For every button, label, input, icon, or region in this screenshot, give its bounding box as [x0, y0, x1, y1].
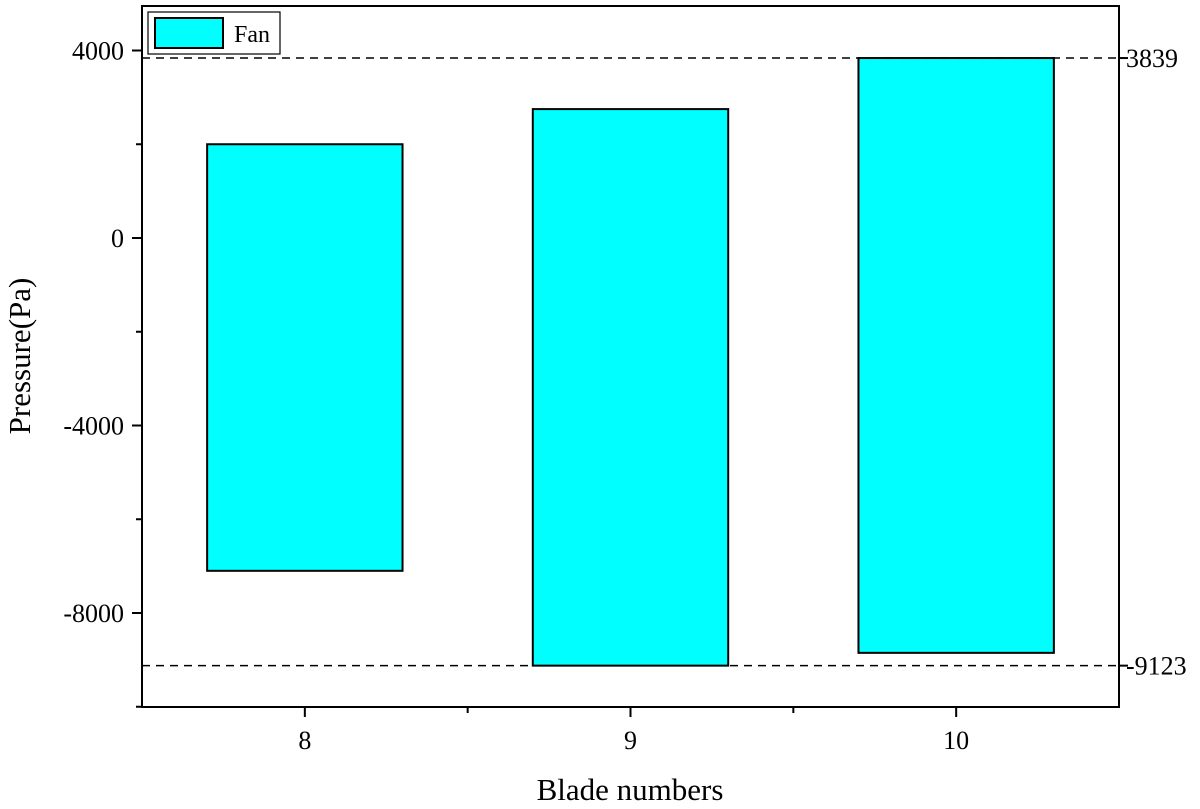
- legend: Fan: [147, 11, 281, 55]
- y-tick-label-3: -8000: [63, 599, 124, 628]
- y-axis-ticks: 4000 0 -4000 -8000: [63, 37, 142, 708]
- x-tick-label-8: 8: [298, 726, 311, 755]
- x-tick-label-10: 10: [943, 726, 969, 755]
- y-tick-label-1: 0: [111, 224, 124, 253]
- legend-swatch: [154, 17, 224, 49]
- x-axis-ticks: 8 9 10: [298, 707, 969, 755]
- reference-label-0: 3839: [1126, 44, 1178, 73]
- y-tick-label-2: -4000: [63, 412, 124, 441]
- x-axis-label: Blade numbers: [537, 772, 724, 807]
- y-tick-label-0: 4000: [72, 37, 124, 66]
- bar-10: [857, 57, 1055, 654]
- bar-9: [531, 108, 730, 667]
- y-axis-label: Pressure(Pa): [2, 278, 37, 435]
- legend-label-fan: Fan: [234, 22, 270, 48]
- bar-8: [206, 143, 404, 572]
- bars: [206, 57, 1055, 667]
- reference-label-1: -9123: [1126, 652, 1187, 681]
- x-tick-label-9: 9: [624, 726, 637, 755]
